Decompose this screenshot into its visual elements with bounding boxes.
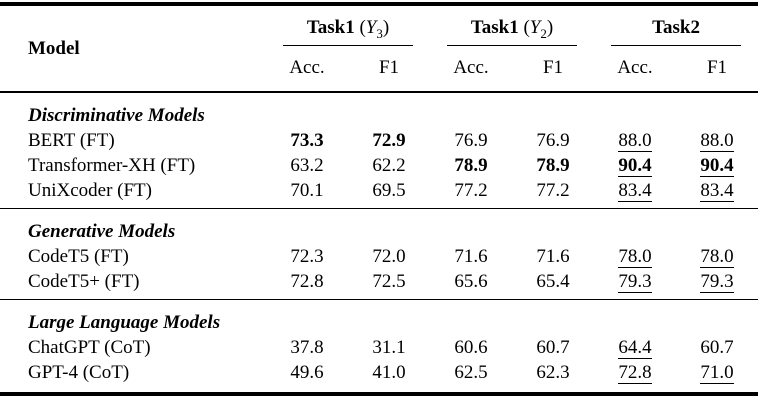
section-header-generative: Generative Models xyxy=(0,208,758,244)
metric-value: 69.5 xyxy=(372,180,406,201)
metric-value: 88.0 xyxy=(618,130,652,152)
column-group-task1-y2: Task1 (Y2) xyxy=(430,4,594,46)
header-metric-row: Acc. F1 Acc. F1 Acc. F1 xyxy=(0,46,758,93)
column-header-f1: F1 xyxy=(348,46,430,93)
section-title: Generative Models xyxy=(0,208,758,244)
table-row-codet5plus: CodeT5+ (FT) 72.8 72.5 65.6 65.4 79.3 79… xyxy=(0,269,758,300)
metric-value: 72.5 xyxy=(372,271,406,292)
column-header-acc: Acc. xyxy=(594,46,676,93)
model-name: ChatGPT (CoT) xyxy=(28,337,151,358)
metric-value: 76.9 xyxy=(536,130,570,151)
metric-value: 78.0 xyxy=(700,246,734,268)
header-group-row: Model Task1 (Y3) Task1 (Y2) Task2 xyxy=(0,4,758,93)
metric-value: 62.2 xyxy=(372,155,406,176)
metric-value: 83.4 xyxy=(618,180,652,202)
group-name: Task1 xyxy=(470,17,519,38)
group-paren-close: ) xyxy=(382,17,390,38)
metric-value: 71.6 xyxy=(536,246,570,267)
model-name: Transformer-XH (FT) xyxy=(28,155,196,176)
table-row-codet5: CodeT5 (FT) 72.3 72.0 71.6 71.6 78.0 78.… xyxy=(0,244,758,269)
metric-value: 31.1 xyxy=(372,337,406,358)
metric-value: 62.5 xyxy=(454,362,488,383)
model-name: CodeT5 (FT) xyxy=(28,246,129,267)
metric-value: 88.0 xyxy=(700,130,734,152)
column-group-label: Task1 (Y2) xyxy=(447,15,577,46)
column-header-f1: F1 xyxy=(512,46,594,93)
metric-value: 76.9 xyxy=(454,130,488,151)
column-group-label: Task2 xyxy=(611,15,742,46)
table-row-gpt4: GPT-4 (CoT) 49.6 41.0 62.5 62.3 72.8 71.… xyxy=(0,360,758,394)
section-title: Discriminative Models xyxy=(28,105,205,126)
table-row-unixcoder: UniXcoder (FT) 70.1 69.5 77.2 77.2 83.4 … xyxy=(0,178,758,209)
metric-value: 72.0 xyxy=(372,246,406,267)
model-name: BERT (FT) xyxy=(28,130,115,151)
metric-value: 60.7 xyxy=(700,337,734,358)
section-title: Large Language Models xyxy=(0,299,758,335)
metric-value: 78.9 xyxy=(536,155,570,176)
section-header-discriminative: Discriminative Models xyxy=(0,92,758,128)
column-header-f1: F1 xyxy=(676,46,758,93)
metric-value: 90.4 xyxy=(700,155,734,177)
metric-value: 37.8 xyxy=(290,337,324,358)
results-table: Model Task1 (Y3) Task1 (Y2) Task2 Acc. F… xyxy=(0,2,758,396)
metric-value: 49.6 xyxy=(290,362,324,383)
metric-value: 70.1 xyxy=(290,180,324,201)
table-row-chatgpt: ChatGPT (CoT) 37.8 31.1 60.6 60.7 64.4 6… xyxy=(0,335,758,360)
column-header-acc: Acc. xyxy=(430,46,512,93)
column-header-acc: Acc. xyxy=(266,46,348,93)
metric-value: 78.0 xyxy=(618,246,652,268)
group-variable: Y xyxy=(365,17,377,38)
section-header-llm: Large Language Models xyxy=(0,299,758,335)
model-name: UniXcoder (FT) xyxy=(28,180,152,201)
model-name: CodeT5+ (FT) xyxy=(28,271,140,292)
group-paren-open: ( xyxy=(354,17,366,38)
metric-value: 72.8 xyxy=(618,362,652,384)
metric-value: 65.4 xyxy=(536,271,570,292)
metric-value: 83.4 xyxy=(700,180,734,202)
table-row-transformer-xh: Transformer-XH (FT) 63.2 62.2 78.9 78.9 … xyxy=(0,153,758,178)
metric-value: 72.8 xyxy=(290,271,324,292)
group-variable: Y xyxy=(529,17,541,38)
group-name: Task2 xyxy=(652,17,700,38)
metric-value: 71.0 xyxy=(700,362,734,384)
group-subscript: 2 xyxy=(540,25,547,41)
column-group-task1-y3: Task1 (Y3) xyxy=(266,4,430,46)
metric-value: 72.9 xyxy=(372,130,406,151)
metric-value: 79.3 xyxy=(618,271,652,293)
metric-value: 77.2 xyxy=(454,180,488,201)
column-group-label: Task1 (Y3) xyxy=(283,15,413,46)
metric-value: 78.9 xyxy=(454,155,488,176)
metric-value: 77.2 xyxy=(536,180,570,201)
metric-value: 63.2 xyxy=(290,155,324,176)
column-group-task2: Task2 xyxy=(594,4,758,46)
table-row-bert: BERT (FT) 73.3 72.9 76.9 76.9 88.0 88.0 xyxy=(0,128,758,153)
metric-value: 73.3 xyxy=(290,130,324,151)
group-subscript: 3 xyxy=(376,25,383,41)
metric-value: 60.7 xyxy=(536,337,570,358)
metric-value: 62.3 xyxy=(536,362,570,383)
metric-value: 41.0 xyxy=(372,362,406,383)
metric-value: 90.4 xyxy=(618,155,652,177)
metric-value: 71.6 xyxy=(454,246,488,267)
metric-value: 79.3 xyxy=(700,271,734,293)
metric-value: 72.3 xyxy=(290,246,324,267)
metric-value: 65.6 xyxy=(454,271,488,292)
column-header-model: Model xyxy=(0,4,266,93)
model-name: GPT-4 (CoT) xyxy=(28,362,130,383)
metric-value: 64.4 xyxy=(618,337,652,359)
group-name: Task1 xyxy=(306,17,355,38)
group-paren-close: ) xyxy=(546,17,554,38)
group-paren-open: ( xyxy=(518,17,530,38)
metric-value: 60.6 xyxy=(454,337,488,358)
